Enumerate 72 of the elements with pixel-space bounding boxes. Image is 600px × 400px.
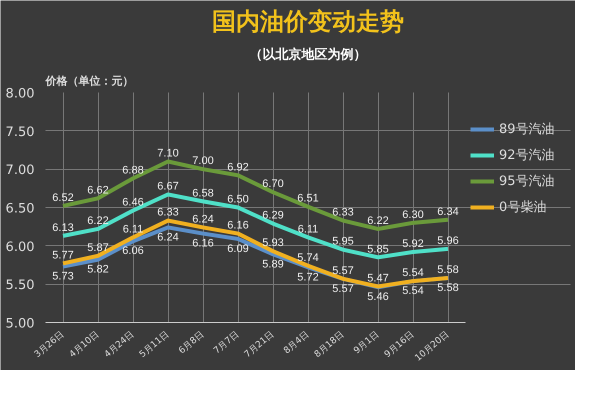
- data-label: 5.54: [402, 267, 424, 280]
- data-label: 5.93: [262, 237, 284, 250]
- data-label: 5.89: [262, 258, 284, 270]
- x-tick-label: 8月4日: [282, 330, 312, 356]
- data-label: 6.67: [157, 180, 179, 192]
- x-tick-label: 6月8日: [177, 330, 206, 356]
- y-axis-title: 价格（单位：元）: [44, 74, 134, 88]
- data-label: 6.24: [192, 213, 214, 226]
- data-label: 5.57: [332, 282, 354, 295]
- data-label: 5.92: [402, 238, 424, 250]
- data-label: 6.52: [52, 192, 74, 204]
- data-label: 6.62: [87, 184, 109, 196]
- x-tick-label: 5月11日: [138, 330, 172, 360]
- data-label: 6.58: [192, 187, 214, 200]
- data-label: 6.06: [122, 245, 144, 258]
- legend-label: 92号汽油: [499, 147, 555, 164]
- data-label: 6.16: [227, 220, 249, 232]
- data-label: 6.11: [122, 223, 144, 236]
- x-tick-label: 7月7日: [212, 330, 242, 356]
- data-label: 7.10: [157, 148, 179, 160]
- data-label: 5.54: [402, 285, 424, 298]
- data-label: 5.58: [437, 264, 459, 276]
- y-tick-label: 5.50: [6, 278, 35, 294]
- legend-label: 89号汽油: [499, 121, 555, 138]
- y-tick-label: 7.00: [6, 163, 35, 178]
- data-label: 6.51: [297, 192, 319, 205]
- data-label: 6.22: [87, 214, 109, 227]
- x-tick-label: 9月1日: [352, 330, 382, 356]
- data-label: 5.85: [367, 243, 389, 256]
- data-label: 5.82: [87, 264, 109, 276]
- x-tick-label: 4月24日: [102, 330, 136, 360]
- data-label: 6.11: [298, 223, 318, 236]
- data-label: 6.34: [437, 206, 459, 218]
- x-tick-label: 3月26日: [32, 330, 66, 360]
- chart-subtitle: （以北京地区为例）: [250, 46, 366, 62]
- data-label: 6.13: [52, 222, 74, 234]
- legend-label: 0号柴油: [499, 199, 546, 216]
- data-label: 5.47: [367, 272, 389, 284]
- data-label: 5.74: [297, 252, 319, 264]
- data-label: 5.87: [87, 242, 109, 254]
- y-tick-label: 5.00: [6, 316, 35, 332]
- data-label: 5.73: [52, 270, 74, 283]
- data-label: 5.46: [367, 291, 389, 304]
- data-label: 6.33: [157, 206, 179, 219]
- y-tick-label: 6.50: [6, 202, 35, 216]
- legend-label: 95号汽油: [499, 173, 555, 190]
- y-tick-label: 8.00: [6, 86, 35, 102]
- data-label: 6.88: [122, 164, 144, 176]
- chart-title: 国内油价变动走势: [212, 8, 404, 36]
- data-label: 6.22: [367, 214, 389, 227]
- data-label: 6.50: [227, 194, 249, 206]
- data-label: 5.77: [52, 249, 74, 262]
- data-label: 6.33: [332, 206, 354, 219]
- data-label: 7.00: [192, 155, 214, 168]
- data-label: 6.92: [227, 161, 249, 174]
- data-label: 6.46: [122, 196, 144, 209]
- data-label: 6.16: [192, 238, 214, 250]
- x-tick-label: 7月21日: [242, 330, 276, 360]
- data-label: 6.09: [227, 242, 249, 255]
- data-label: 5.95: [332, 236, 354, 248]
- data-label: 6.30: [402, 208, 424, 221]
- y-tick-label: 6.00: [6, 240, 35, 255]
- data-label: 5.96: [437, 234, 459, 247]
- x-tick-label: 4月10日: [68, 330, 102, 360]
- data-label: 5.72: [297, 271, 319, 284]
- data-label: 6.29: [262, 210, 284, 222]
- data-label: 5.57: [332, 264, 354, 277]
- data-label: 6.24: [157, 231, 179, 244]
- y-tick-label: 7.50: [6, 124, 35, 140]
- data-label: 5.58: [437, 282, 459, 294]
- data-label: 6.70: [262, 178, 284, 190]
- x-tick-label: 8月18日: [312, 330, 346, 360]
